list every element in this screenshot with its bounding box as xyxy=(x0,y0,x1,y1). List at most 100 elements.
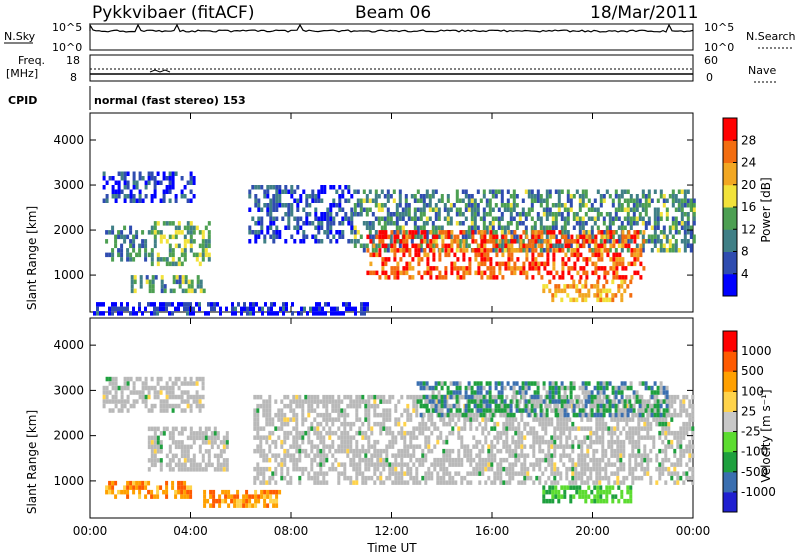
range-cell xyxy=(539,412,543,418)
range-cell xyxy=(608,408,612,413)
range-cell xyxy=(386,207,390,212)
range-cell xyxy=(132,176,136,181)
range-cell xyxy=(682,408,686,413)
range-cell xyxy=(472,412,476,418)
range-cell xyxy=(430,475,434,481)
range-cell xyxy=(259,453,263,458)
range-cell xyxy=(271,471,275,476)
range-cell xyxy=(537,230,541,235)
range-cell xyxy=(334,417,338,422)
range-cell xyxy=(412,394,416,400)
range-cell xyxy=(263,498,267,504)
range-cell xyxy=(260,230,264,235)
range-cell xyxy=(542,385,546,391)
range-cell xyxy=(364,412,368,418)
range-cell xyxy=(240,306,243,312)
range-cell xyxy=(355,462,359,467)
range-cell xyxy=(282,302,285,307)
range-cell xyxy=(456,275,460,280)
range-cell xyxy=(638,408,642,413)
range-cell xyxy=(580,475,584,481)
range-cell xyxy=(510,252,514,258)
range-cell xyxy=(322,480,326,485)
range-cell xyxy=(201,239,205,244)
range-cell xyxy=(216,462,220,468)
range-cell xyxy=(505,435,509,440)
range-cell xyxy=(272,198,276,203)
range-cell xyxy=(593,494,597,499)
range-cell xyxy=(186,306,189,312)
range-cell xyxy=(613,480,617,485)
range-cell xyxy=(483,234,487,240)
range-cell xyxy=(393,234,397,240)
range-cell xyxy=(524,189,528,194)
range-cell xyxy=(286,421,290,427)
range-cell xyxy=(328,394,332,400)
range-cell xyxy=(355,453,359,458)
range-cell xyxy=(117,252,121,258)
range-cell xyxy=(159,230,163,235)
range-cell xyxy=(430,417,434,422)
range-cell xyxy=(359,212,363,217)
range-cell xyxy=(479,412,483,418)
range-cell xyxy=(624,239,628,244)
range-cell xyxy=(440,381,444,386)
range-cell xyxy=(148,288,152,294)
range-cell xyxy=(578,198,582,203)
range-cell xyxy=(344,185,348,190)
range-cell xyxy=(558,230,562,235)
range-cell xyxy=(262,399,266,404)
range-cell xyxy=(511,421,515,427)
range-cell xyxy=(398,225,402,230)
range-cell xyxy=(268,457,272,463)
range-cell xyxy=(493,444,497,449)
range-cell xyxy=(159,431,163,436)
range-cell xyxy=(392,198,396,203)
range-cell xyxy=(123,381,127,386)
range-cell xyxy=(553,448,557,454)
range-cell xyxy=(581,293,585,298)
range-cell xyxy=(472,457,476,463)
range-cell xyxy=(138,306,141,312)
range-cell xyxy=(625,394,629,400)
range-cell xyxy=(515,234,519,239)
range-cell xyxy=(616,480,620,485)
range-cell xyxy=(488,394,492,400)
range-cell xyxy=(631,448,635,454)
range-cell xyxy=(581,194,585,199)
range-cell xyxy=(403,480,407,485)
range-cell xyxy=(301,439,305,445)
range-cell xyxy=(605,189,609,194)
range-cell xyxy=(557,284,561,289)
range-cell xyxy=(620,408,624,413)
range-cell xyxy=(114,194,118,199)
range-cell xyxy=(490,453,494,458)
range-cell xyxy=(456,266,460,271)
range-cell xyxy=(292,412,296,418)
range-cell xyxy=(327,302,330,307)
range-cell xyxy=(542,198,546,203)
range-cell xyxy=(446,408,450,413)
range-cell xyxy=(569,381,573,386)
range-cell xyxy=(638,412,642,418)
range-cell xyxy=(575,394,579,400)
range-cell xyxy=(426,252,430,258)
range-cell xyxy=(631,475,635,481)
range-cell xyxy=(570,234,574,240)
range-cell xyxy=(523,394,527,400)
range-cell xyxy=(566,293,570,298)
range-cell xyxy=(343,426,347,431)
range-cell xyxy=(577,475,581,481)
range-cell xyxy=(503,203,507,208)
range-cell xyxy=(165,185,169,190)
range-cell xyxy=(434,385,438,391)
range-cell xyxy=(406,471,410,476)
range-cell xyxy=(324,302,327,307)
range-cell xyxy=(206,498,210,504)
range-cell xyxy=(569,243,573,248)
range-cell xyxy=(380,203,384,208)
range-cell xyxy=(102,399,106,404)
range-cell xyxy=(286,471,290,476)
range-cell xyxy=(509,203,513,208)
range-cell xyxy=(150,494,154,499)
